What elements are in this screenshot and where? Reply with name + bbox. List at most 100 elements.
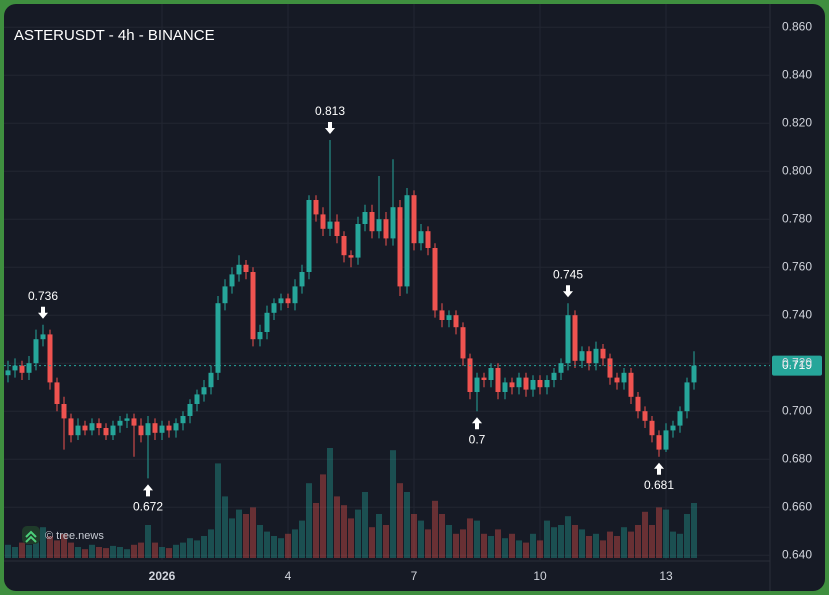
volume-bar — [663, 509, 669, 558]
volume-bar — [243, 514, 249, 558]
volume-bar — [131, 544, 137, 558]
candle-body — [152, 423, 158, 433]
candle-body — [474, 377, 480, 392]
candle-body — [278, 298, 284, 304]
volume-bar — [649, 525, 655, 558]
candle-body — [460, 327, 466, 359]
y-tick-label: 0.760 — [782, 259, 812, 273]
candle-body — [397, 207, 403, 287]
candle-body — [670, 425, 676, 431]
volume-bar — [481, 533, 487, 558]
candle-body — [5, 370, 11, 376]
volume-bar — [411, 514, 417, 558]
candle-body — [355, 224, 361, 258]
volume-bar — [348, 518, 354, 558]
volume-bar — [565, 516, 571, 558]
candle-layer — [5, 140, 697, 479]
volume-bar — [26, 544, 32, 558]
volume-bar — [467, 518, 473, 558]
candle-body — [369, 212, 375, 232]
y-tick-label: 0.680 — [782, 451, 812, 465]
volume-bar — [404, 492, 410, 558]
candle-body — [411, 195, 417, 244]
volume-bar — [103, 548, 109, 558]
chart-title: ASTERUSDT - 4h - BINANCE — [14, 27, 215, 44]
candle-body — [558, 363, 564, 373]
y-tick-label: 0.720 — [782, 355, 812, 369]
volume-bar — [607, 531, 613, 558]
candle-body — [593, 348, 599, 364]
volume-bar — [89, 544, 95, 558]
volume-bar — [593, 533, 599, 558]
y-tick-label: 0.820 — [782, 115, 812, 129]
high-label: 0.745 — [553, 267, 583, 281]
volume-bar — [516, 540, 522, 558]
candle-body — [453, 315, 459, 328]
last-price-badge — [772, 355, 822, 376]
candle-body — [257, 332, 263, 340]
candle-body — [509, 382, 515, 388]
volume-bar — [40, 527, 46, 558]
low-arrow — [654, 462, 664, 475]
candle-body — [110, 425, 116, 436]
volume-bar — [250, 507, 256, 558]
candle-body — [82, 425, 88, 431]
candle-body — [530, 380, 536, 390]
volume-bar — [383, 525, 389, 558]
candle-body — [376, 219, 382, 232]
y-tick-label: 0.640 — [782, 547, 812, 561]
volume-bar — [397, 483, 403, 558]
candle-body — [117, 420, 123, 426]
candle-body — [383, 219, 389, 239]
candle-body — [495, 368, 501, 392]
volume-bar — [327, 448, 333, 558]
candle-body — [348, 255, 354, 258]
candle-body — [145, 423, 151, 436]
candle-body — [649, 420, 655, 436]
candle-body — [320, 214, 326, 229]
y-tick-label: 0.860 — [782, 19, 812, 33]
candle-body — [544, 380, 550, 388]
candle-body — [61, 404, 67, 419]
candle-body — [299, 272, 305, 287]
candle-body — [96, 423, 102, 428]
volume-bar — [110, 545, 116, 558]
volume-bar — [453, 533, 459, 558]
volume-bar — [61, 533, 67, 558]
volume-bar — [12, 547, 18, 558]
candle-body — [327, 221, 333, 229]
volume-bar — [474, 520, 480, 558]
candle-body — [215, 303, 221, 373]
candle-body — [537, 380, 543, 388]
candle-body — [208, 372, 214, 388]
candle-body — [264, 312, 270, 332]
candle-body — [103, 428, 109, 436]
candle-body — [684, 382, 690, 412]
volume-bar — [124, 549, 130, 558]
volume-bar — [264, 531, 270, 558]
volume-bar — [96, 547, 102, 558]
y-tick-label: 0.840 — [782, 67, 812, 81]
volume-bar — [54, 540, 60, 558]
volume-bar — [586, 536, 592, 558]
x-tick-label: 2026 — [149, 569, 176, 583]
volume-bar — [425, 529, 431, 558]
high-arrow — [38, 306, 48, 319]
candle-body — [243, 264, 249, 272]
candle-body — [586, 351, 592, 364]
volume-bar — [362, 492, 368, 558]
candle-body — [607, 358, 613, 378]
y-tick-label: 0.660 — [782, 499, 812, 513]
volume-bar — [292, 529, 298, 558]
candle-body — [194, 394, 200, 404]
volume-bar — [285, 533, 291, 558]
candle-body — [467, 358, 473, 392]
volume-bar — [299, 520, 305, 558]
low-arrow — [143, 484, 153, 497]
volume-bar — [257, 525, 263, 558]
candle-body — [656, 435, 662, 450]
volume-layer — [5, 448, 697, 558]
candle-body — [516, 377, 522, 388]
candle-body — [432, 248, 438, 311]
volume-bar — [236, 509, 242, 558]
